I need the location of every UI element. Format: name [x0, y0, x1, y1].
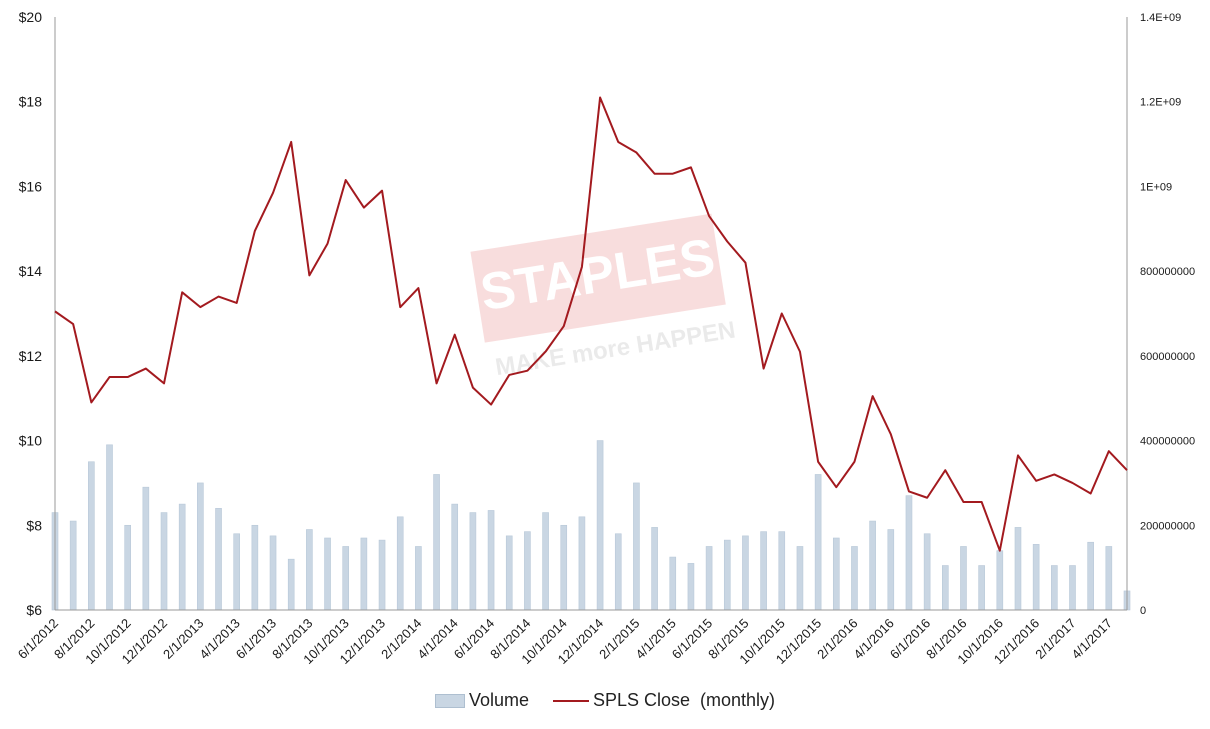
y-left-tick-label: $6 [26, 602, 42, 618]
legend-item-volume: Volume [434, 690, 529, 711]
y-left-tick-label: $12 [19, 348, 43, 364]
volume-bar [1051, 565, 1058, 611]
staples-watermark: STAPLES MAKE more HAPPEN [470, 213, 737, 381]
volume-bar [469, 512, 477, 611]
volume-bar [869, 520, 876, 611]
volume-bar [742, 535, 749, 611]
y-left-tick-label: $14 [19, 263, 43, 279]
y-axis-left-ticks: $6 $8 $10 $12 $14 $16 $18 $20 [19, 9, 43, 618]
volume-bar [160, 512, 168, 611]
volume-bar [651, 527, 658, 611]
legend-label-volume: Volume [468, 690, 529, 710]
volume-bar [415, 546, 422, 611]
volume-bar [687, 563, 695, 611]
volume-bar [596, 440, 604, 611]
legend-swatch-volume [434, 693, 465, 708]
volume-bar [69, 520, 77, 611]
y-left-tick-label: $10 [19, 433, 43, 449]
y-right-tick-label: 600000000 [1140, 351, 1195, 363]
volume-bar [1032, 544, 1040, 611]
y-right-tick-label: 0 [1140, 605, 1146, 617]
volume-bar [851, 546, 858, 611]
volume-bar [433, 474, 440, 611]
chart: STAPLES MAKE more HAPPEN $6 $8 $10 $12 $14 $1… [15, 9, 1195, 668]
y-left-tick-label: $8 [26, 517, 42, 533]
legend-item-close: SPLS Close (monthly) [552, 690, 776, 711]
x-axis-ticks: 6/1/20128/1/201210/1/201212/1/20122/1/20… [15, 616, 1115, 668]
volume-bar [796, 546, 804, 611]
volume-bar [396, 516, 404, 611]
volume-bar [960, 546, 967, 611]
volume-bar [942, 565, 949, 611]
volume-bar [487, 510, 495, 611]
legend-label-close: SPLS Close (monthly) [592, 690, 776, 710]
y-left-tick-label: $16 [19, 178, 43, 194]
legend: Volume SPLS Close (monthly) [0, 690, 1210, 711]
volume-bar [306, 529, 313, 611]
volume-bar [1087, 541, 1094, 611]
y-right-tick-label: 400000000 [1140, 436, 1195, 448]
volume-bar [106, 444, 113, 611]
volume-bar [233, 533, 240, 611]
volume-bar [360, 537, 368, 611]
volume-bar [88, 461, 95, 611]
volume-bar [178, 503, 186, 611]
volume-bar [269, 535, 277, 611]
y-right-tick-label: 200000000 [1140, 520, 1195, 532]
volume-bar [705, 546, 713, 611]
volume-bar [378, 539, 386, 611]
y-right-tick-label: 1.4E+09 [1140, 12, 1181, 24]
volume-bar [1105, 546, 1113, 611]
volume-bar [760, 531, 767, 611]
y-right-tick-label: 1E+09 [1140, 181, 1172, 193]
y-axis-right-ticks: 0 200000000 400000000 600000000 800000000 1E+… [1140, 12, 1195, 617]
volume-bar [197, 482, 204, 611]
volume-bar [505, 535, 513, 611]
volume-bar [287, 558, 295, 611]
volume-bar [342, 546, 350, 611]
close-price-line [54, 96, 1128, 552]
volume-bar [451, 503, 459, 611]
volume-bar [978, 565, 985, 611]
y-right-tick-label: 800000000 [1140, 266, 1195, 278]
volume-bar [633, 482, 640, 611]
legend-swatch-close [552, 699, 589, 702]
x-tick-label: 4/1/2017 [1069, 616, 1115, 662]
volume-bar [1014, 527, 1022, 611]
y-right-tick-label: 1.2E+09 [1140, 97, 1181, 109]
volume-bar [814, 474, 822, 611]
axes [54, 17, 1128, 611]
volume-bars [51, 440, 1131, 611]
volume-bar [324, 537, 331, 611]
volume-bar [996, 550, 1004, 611]
volume-bar [887, 529, 895, 611]
volume-bar [542, 512, 549, 611]
volume-bar [923, 533, 931, 611]
volume-bar [215, 508, 222, 611]
volume-bar [578, 516, 586, 611]
volume-bar [778, 531, 786, 611]
volume-bar [832, 537, 840, 611]
volume-bar [905, 495, 913, 611]
volume-bar [142, 486, 150, 611]
volume-bar [1069, 565, 1076, 611]
volume-bar [723, 539, 731, 611]
volume-bar [524, 531, 531, 611]
y-left-tick-label: $18 [19, 94, 43, 110]
volume-bar [124, 524, 131, 611]
volume-bar [669, 556, 677, 611]
volume-bar [251, 524, 259, 611]
volume-bar [560, 524, 568, 611]
volume-bar [614, 533, 622, 611]
y-left-tick-label: $20 [19, 9, 43, 25]
